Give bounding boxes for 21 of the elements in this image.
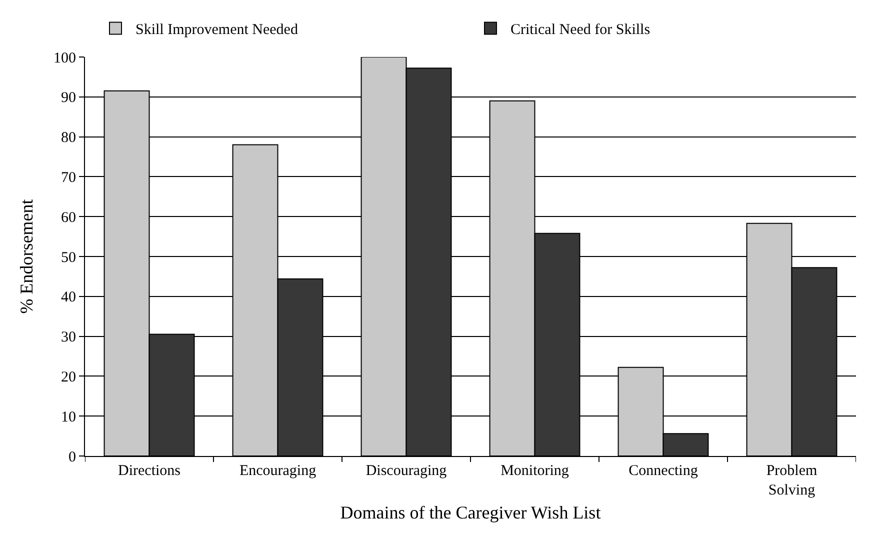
legend-label: Skill Improvement Needed — [136, 22, 298, 38]
y-tick-label: 40 — [61, 290, 76, 306]
x-tick-label: Discouraging — [366, 463, 448, 479]
y-tick-label: 100 — [54, 50, 76, 66]
y-tick-label: 20 — [61, 369, 76, 386]
x-tick-label: Monitoring — [500, 463, 570, 479]
y-tick-label: 90 — [61, 90, 76, 106]
x-tick-label: Problem Solving — [766, 463, 818, 498]
y-tick-label: 60 — [61, 210, 76, 226]
y-tick-label: 0 — [68, 449, 76, 466]
x-tick-label: Encouraging — [239, 463, 317, 479]
x-axis-title: Domains of the Caregiver Wish List — [340, 502, 601, 523]
y-axis-title: % Endorsement — [16, 199, 37, 314]
y-tick-label: 80 — [61, 130, 76, 146]
legend-label: Critical Need for Skills — [510, 22, 650, 38]
y-tick-label: 50 — [61, 250, 76, 266]
x-tick-label: Directions — [118, 463, 181, 479]
y-tick-label: 70 — [61, 170, 76, 186]
y-tick-label: 30 — [61, 330, 76, 346]
y-tick-label: 10 — [61, 409, 76, 426]
x-tick-label: Connecting — [628, 463, 698, 479]
